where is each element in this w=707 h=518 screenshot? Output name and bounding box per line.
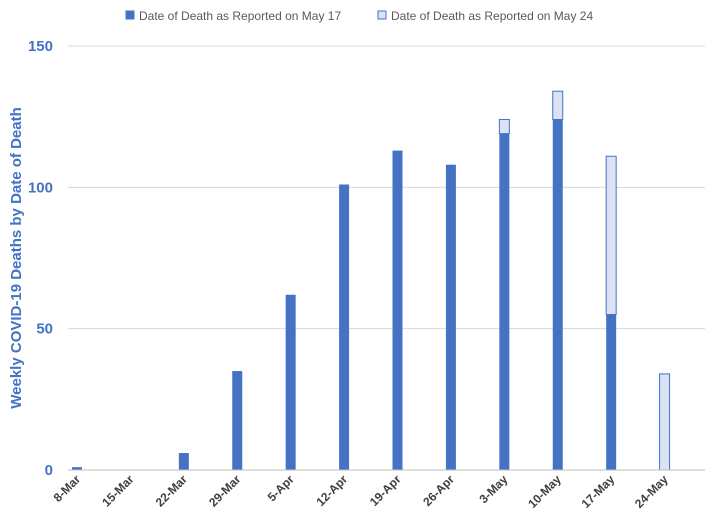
- bars: [72, 90, 671, 471]
- legend-label-series-1: Date of Death as Reported on May 17: [139, 9, 341, 23]
- y-tick-label: 150: [28, 38, 53, 55]
- bar-series-2-24-may: [659, 373, 671, 471]
- x-tick-label: 12-Apr: [313, 472, 350, 509]
- legend-label-series-2: Date of Death as Reported on May 24: [391, 9, 593, 23]
- legend: Date of Death as Reported on May 17 Date…: [125, 9, 593, 23]
- x-tick-label: 3-May: [477, 472, 511, 506]
- y-tick-label: 0: [45, 462, 53, 479]
- x-tick-label: 26-Apr: [420, 472, 457, 509]
- bar-series-1-26-apr: [445, 164, 456, 470]
- x-tick-label: 5-Apr: [265, 472, 297, 504]
- y-tick-label: 50: [36, 321, 53, 338]
- bar-series-2-3-may: [498, 118, 510, 135]
- bar-series-2-10-may: [552, 90, 564, 120]
- bar-series-1-5-apr: [285, 294, 296, 470]
- legend-swatch-series-1: [125, 10, 135, 20]
- x-tick-label: 22-Mar: [153, 472, 190, 509]
- x-tick-label: 8-Mar: [51, 472, 84, 505]
- bar-series-1-3-may: [499, 133, 510, 471]
- x-tick-label: 17-May: [579, 472, 618, 511]
- gridlines: [68, 45, 705, 330]
- bar-series-1-10-may: [552, 119, 563, 470]
- legend-swatch-series-2: [377, 10, 387, 20]
- bar-series-1-29-mar: [232, 371, 243, 470]
- bar-series-2-17-may: [605, 155, 617, 316]
- y-axis-ticks: 0 50 100 150: [28, 38, 53, 479]
- bar-series-1-8-mar: [72, 467, 82, 470]
- x-tick-label: 24-May: [632, 472, 671, 511]
- bar-series-1-22-mar: [178, 453, 189, 470]
- x-axis-ticks: 8-Mar 15-Mar 22-Mar 29-Mar 5-Apr 12-Apr 19-Apr…: [51, 472, 671, 511]
- bar-series-1-17-may: [606, 314, 617, 470]
- y-axis-label: Weekly COVID-19 Deaths by Date of Death: [8, 107, 25, 408]
- x-tick-label: 29-Mar: [206, 472, 243, 509]
- bar-series-1-19-apr: [392, 150, 403, 470]
- bar-series-1-12-apr: [339, 184, 350, 471]
- x-tick-label: 10-May: [525, 472, 564, 511]
- x-tick-label: 15-Mar: [99, 472, 136, 509]
- y-tick-label: 100: [28, 179, 53, 196]
- x-tick-label: 19-Apr: [367, 472, 404, 509]
